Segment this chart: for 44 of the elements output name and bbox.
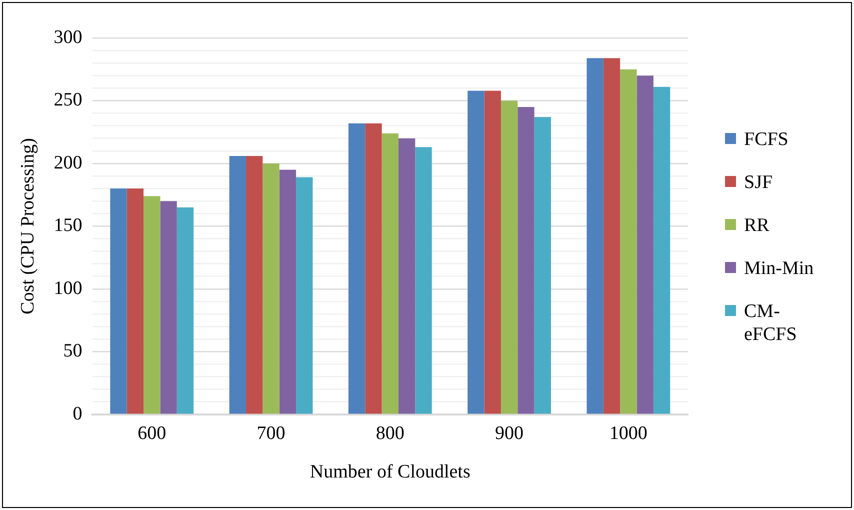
bar <box>144 196 160 414</box>
bar <box>603 58 620 414</box>
legend-label: SJF <box>744 171 774 194</box>
bar <box>176 207 194 414</box>
bar <box>398 138 416 414</box>
bar <box>468 90 484 414</box>
bar <box>636 76 654 414</box>
x-tick-label: 800 <box>376 422 404 444</box>
bar <box>126 188 144 414</box>
bar <box>262 163 280 414</box>
x-axis-title: Number of Cloudlets <box>310 462 470 483</box>
y-tick-label: 50 <box>63 340 82 362</box>
bar <box>534 117 551 414</box>
y-axis-title: Cost (CPU Processing) <box>17 138 38 314</box>
bar <box>160 201 177 414</box>
legend-label: CM-eFCFS <box>744 300 798 346</box>
y-tick-label: 300 <box>54 26 82 48</box>
y-tick-label: 150 <box>54 215 82 236</box>
bar <box>382 133 398 414</box>
x-tick-label: 700 <box>256 422 286 444</box>
x-tick-label: 1000 <box>609 422 648 444</box>
bar <box>518 107 534 414</box>
bar <box>110 188 127 414</box>
legend-label: Min-Min <box>744 257 815 280</box>
bar <box>365 123 382 414</box>
x-tick-label: 600 <box>138 422 166 444</box>
bar <box>229 156 246 414</box>
x-tick-label: 900 <box>495 422 524 444</box>
legend-label: RR <box>744 214 770 237</box>
bar <box>296 177 313 414</box>
bar <box>500 100 518 414</box>
y-tick-label: 200 <box>54 152 82 174</box>
bar <box>415 147 432 414</box>
y-tick-label: 100 <box>54 278 82 299</box>
bar <box>586 58 604 414</box>
legend-label: FCFS <box>744 128 790 151</box>
bar <box>348 123 366 414</box>
bar <box>246 156 263 414</box>
bar <box>279 170 296 414</box>
bar <box>484 90 501 414</box>
y-tick-label: 250 <box>54 90 82 111</box>
y-tick-label: 0 <box>72 403 82 424</box>
bar <box>653 86 670 414</box>
bar <box>620 69 637 414</box>
